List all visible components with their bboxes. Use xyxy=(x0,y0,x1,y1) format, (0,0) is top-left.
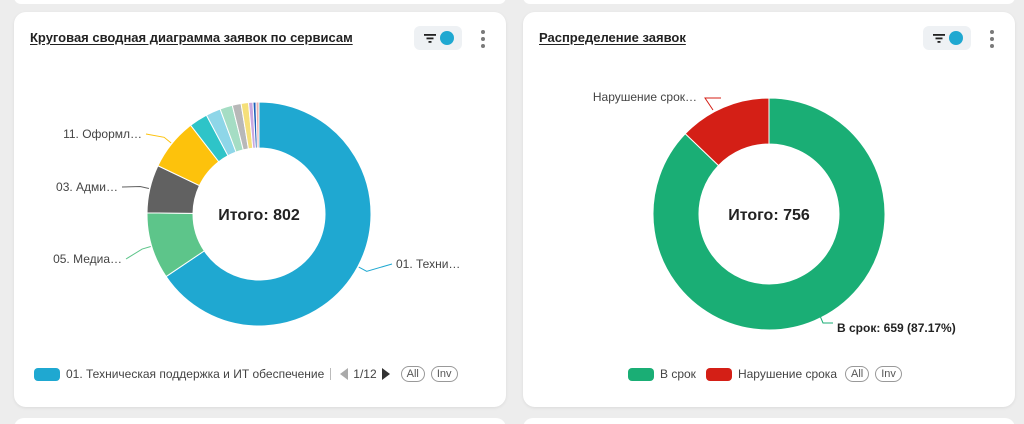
legend-select-all-button[interactable]: All xyxy=(400,366,425,382)
slice-label-ok: В срок: 659 (87.17%) xyxy=(837,321,956,335)
distribution-slice-0[interactable] xyxy=(652,97,886,331)
filter-active-dot xyxy=(439,31,454,45)
legend-swatch xyxy=(34,367,60,381)
services-pie-card: Круговая сводная диаграмма заявок по сер… xyxy=(14,12,506,407)
slice-label-oform: 11. Оформл… xyxy=(63,127,142,141)
services-donut-chart: Итого: 802 01. Техни… 05. Медиа… 03. Адм… xyxy=(53,101,460,327)
legend-item-tech[interactable]: 01. Техническая поддержка и ИТ обеспечен… xyxy=(34,367,324,381)
leader-line-tech xyxy=(358,263,393,272)
chart-legend: 01. Техническая поддержка и ИТ обеспечен… xyxy=(34,366,458,382)
leader-line-ok xyxy=(814,303,833,324)
card-title[interactable]: Распределение заявок xyxy=(539,30,686,45)
filter-icon xyxy=(423,34,436,43)
distribution-slice-1[interactable] xyxy=(684,97,770,167)
legend-page-indicator: 1/12 xyxy=(353,367,377,381)
requests-distribution-card: Распределение заявок Итого: 756 Нарушени… xyxy=(523,12,1015,407)
adjacent-card-top-right xyxy=(523,0,1015,4)
pager-prev-icon[interactable] xyxy=(339,367,349,381)
distribution-donut-chart: Итого: 756 Нарушение срок… В срок: 659 (… xyxy=(593,90,956,335)
more-menu-icon[interactable] xyxy=(477,28,489,50)
legend-select-all-button[interactable]: All xyxy=(845,366,870,382)
legend-divider xyxy=(330,368,332,380)
legend-item-ok[interactable]: В срок xyxy=(628,367,696,381)
leader-line-media xyxy=(125,245,151,260)
slice-label-media: 05. Медиа… xyxy=(53,252,122,266)
leader-line-violation xyxy=(704,97,721,111)
pager-next-icon[interactable] xyxy=(381,367,391,381)
legend-invert-button[interactable]: Inv xyxy=(875,366,902,382)
filter-button[interactable] xyxy=(923,26,971,50)
legend-label: Нарушение срока xyxy=(737,367,837,381)
chart-legend: В срок Нарушение срока All Inv xyxy=(628,366,902,382)
leader-line-admin xyxy=(121,185,150,189)
chart-total-label: Итого: 802 xyxy=(218,207,300,224)
card-title[interactable]: Круговая сводная диаграмма заявок по сер… xyxy=(30,30,353,45)
legend-swatch xyxy=(628,367,654,381)
leader-line-oform xyxy=(145,133,172,144)
adjacent-card-top-left xyxy=(14,0,506,4)
slice-label-tech: 01. Техни… xyxy=(396,257,460,271)
slice-label-violation: Нарушение срок… xyxy=(593,90,697,104)
chart-total-label: Итого: 756 xyxy=(728,207,810,224)
filter-active-dot xyxy=(948,31,963,45)
legend-swatch xyxy=(705,367,732,381)
filter-button[interactable] xyxy=(414,26,462,50)
adjacent-card-bottom-right xyxy=(523,418,1015,424)
filter-icon xyxy=(932,34,945,43)
services-slice-11[interactable] xyxy=(255,101,260,149)
adjacent-card-bottom-left xyxy=(14,418,506,424)
services-slice-0[interactable] xyxy=(165,101,372,327)
legend-item-violation[interactable]: Нарушение срока xyxy=(705,367,837,381)
legend-label: 01. Техническая поддержка и ИТ обеспечен… xyxy=(66,367,325,381)
legend-label: В срок xyxy=(660,367,696,381)
slice-label-admin: 03. Адми… xyxy=(56,180,118,194)
more-menu-icon[interactable] xyxy=(986,28,998,50)
legend-invert-button[interactable]: Inv xyxy=(430,366,458,382)
